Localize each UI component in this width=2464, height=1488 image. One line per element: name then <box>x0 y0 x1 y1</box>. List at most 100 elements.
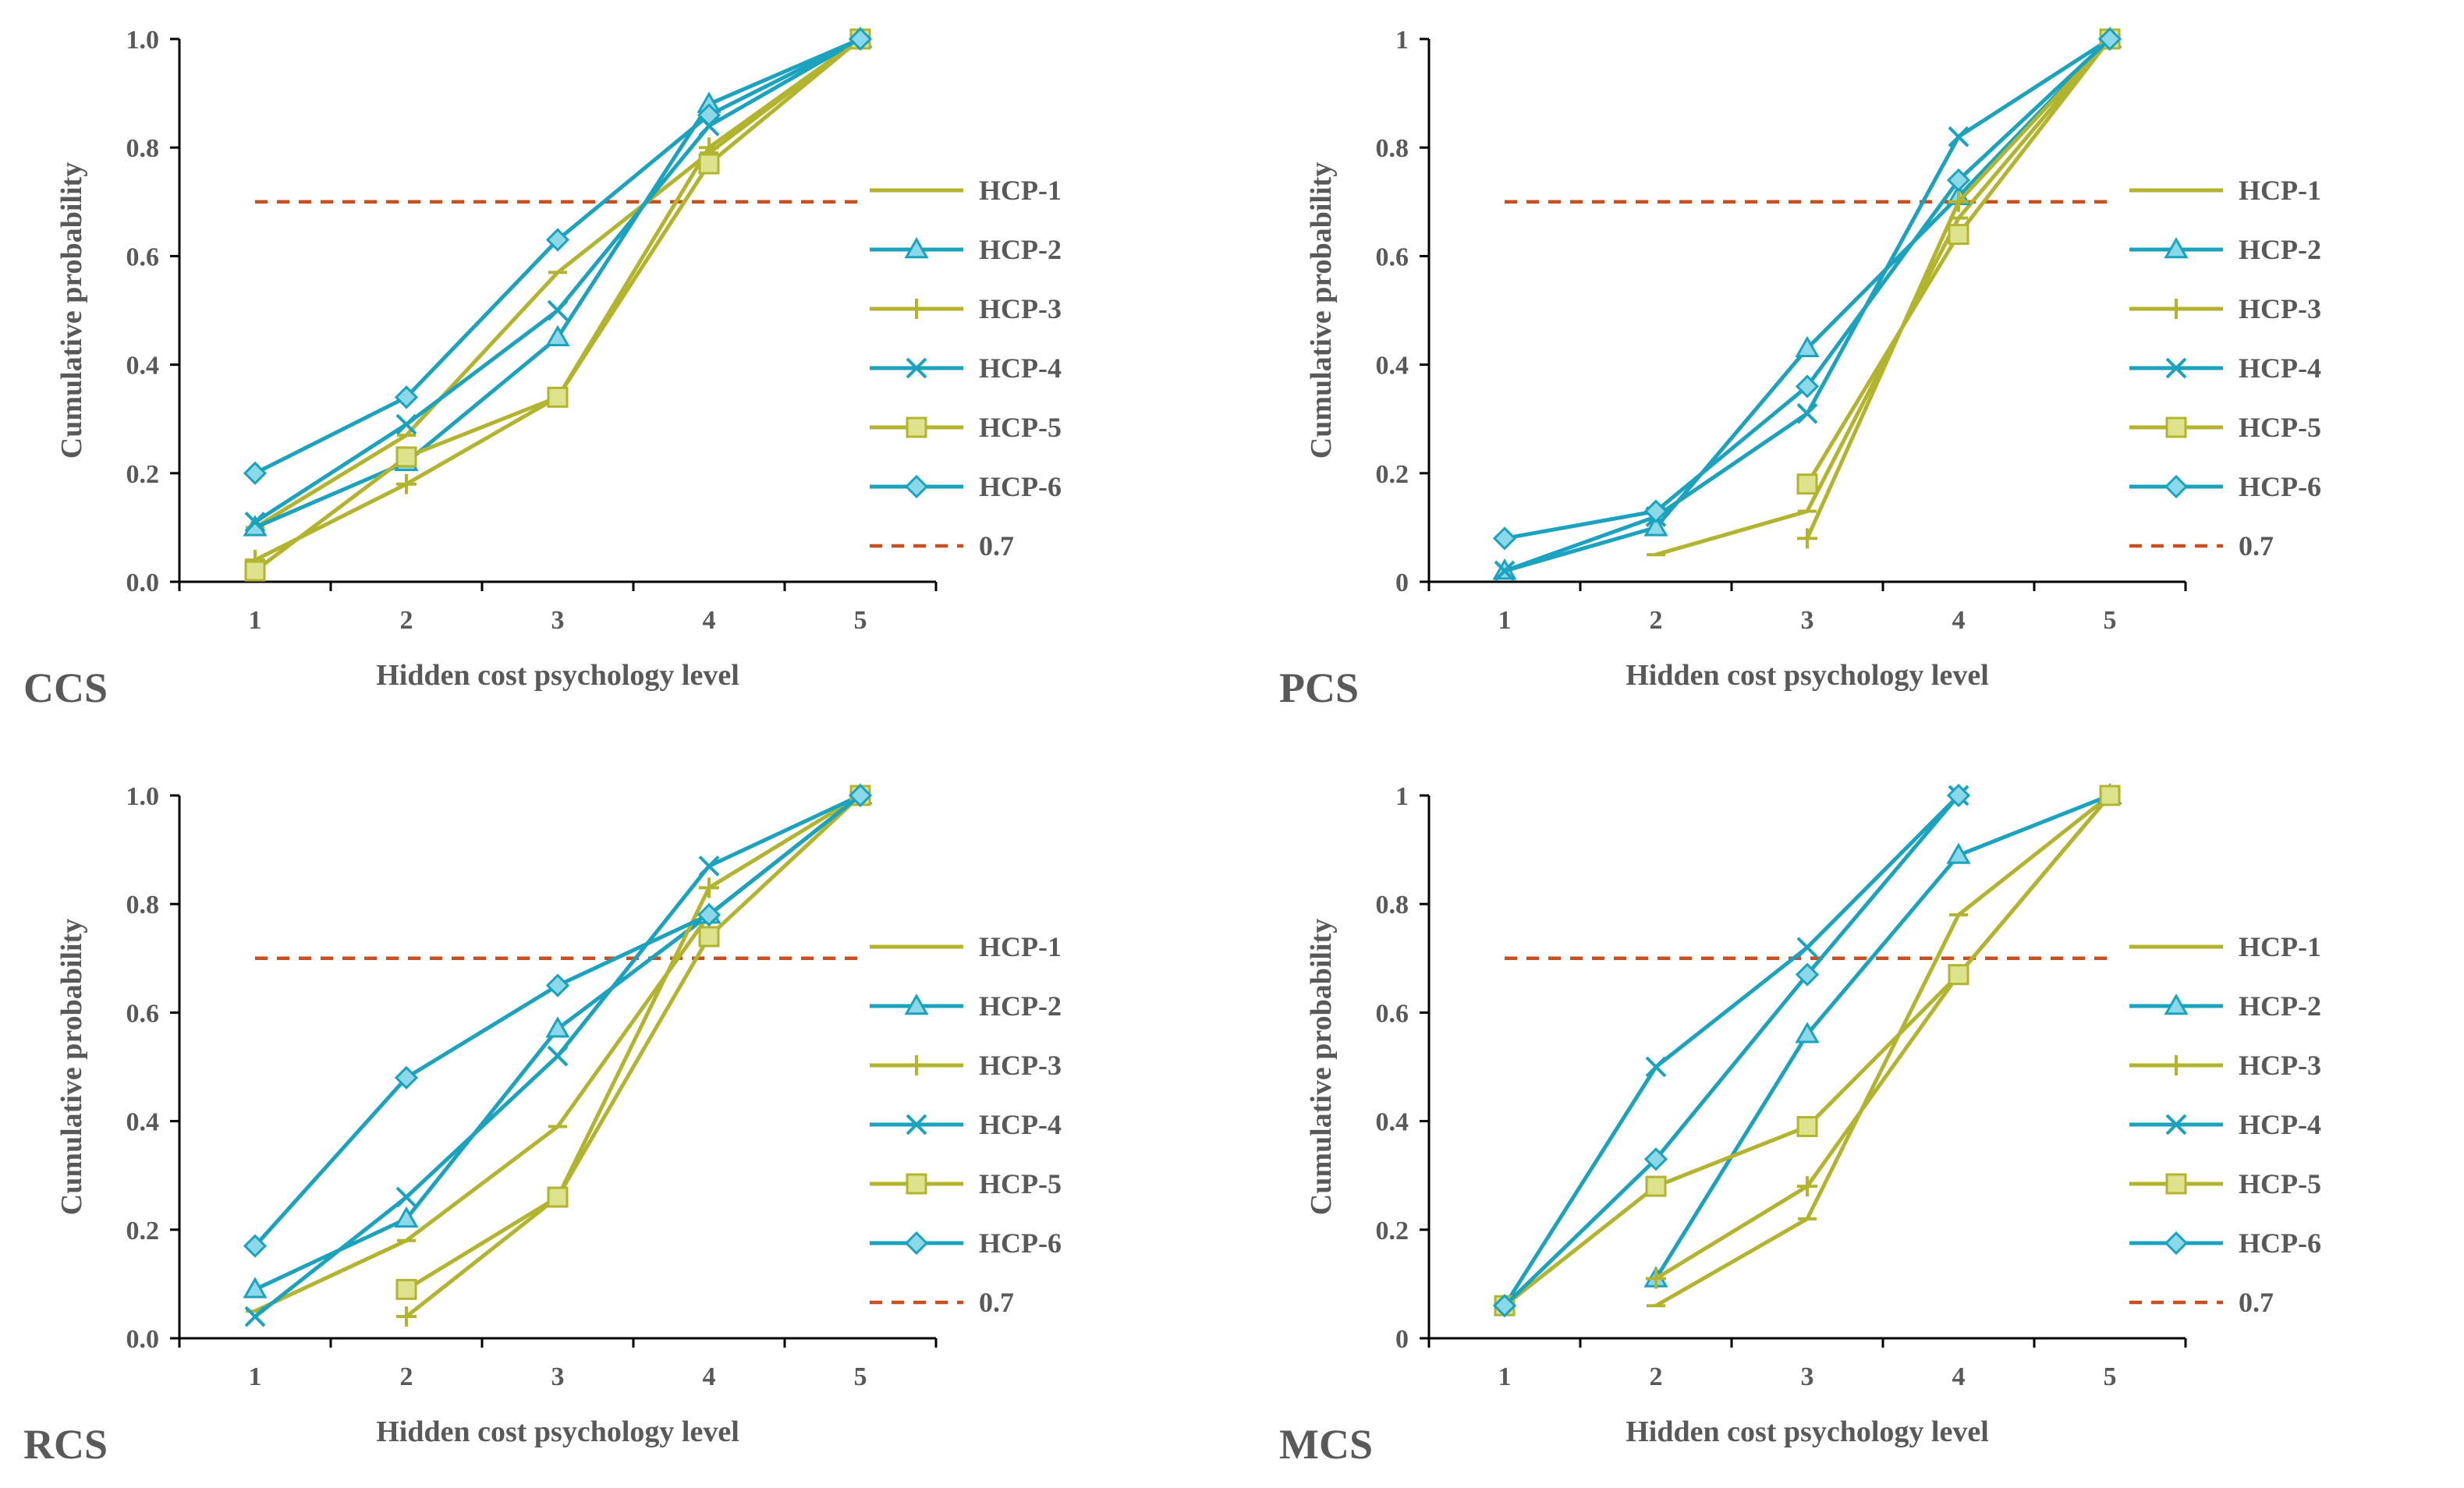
data-point <box>698 153 720 175</box>
chart-panel-rcs: 0.0 0.2 0.4 0.6 0.8 1.0 1 2 3 4 5 Hidden cost psych… <box>23 782 1062 1468</box>
data-point <box>545 228 570 252</box>
data-point <box>394 385 419 409</box>
data-point <box>698 856 720 877</box>
legend-item: HCP-4 <box>870 1109 1062 1140</box>
legend-item: HCP-3 <box>2129 1050 2321 1081</box>
data-point <box>547 1186 569 1208</box>
chart-panel-mcs: 0 0.2 0.4 0.6 0.8 1 1 2 3 4 5 Hidden cost psycholog… <box>1279 782 2321 1468</box>
data-point <box>1795 335 1820 357</box>
legend-label: HCP-3 <box>2239 1050 2321 1081</box>
y-tick-label: 0.8 <box>1376 891 1409 919</box>
legend-label: HCP-5 <box>2239 412 2321 443</box>
y-axis-title: Cumulative probability <box>1305 919 1338 1215</box>
data-point <box>1948 964 1969 986</box>
data-point <box>547 299 569 321</box>
data-point <box>1645 1175 1667 1197</box>
data-point <box>395 1186 417 1208</box>
series-line <box>405 794 862 1291</box>
legend-marker <box>906 416 927 438</box>
y-tick-label: 0.6 <box>1376 243 1409 271</box>
data-point <box>2097 27 2122 51</box>
legend-item: HCP-1 <box>2129 931 2321 962</box>
data-point <box>545 973 570 997</box>
y-tick-label: 0.4 <box>1376 352 1409 381</box>
legend-item: HCP-2 <box>2129 234 2321 265</box>
legend-item: 0.7 <box>2129 530 2274 562</box>
series-line <box>1655 37 2111 557</box>
legend-item: HCP-3 <box>2129 293 2321 324</box>
data-point <box>1795 374 1820 399</box>
data-point <box>1796 473 1818 495</box>
legend-label: HCP-4 <box>979 1109 1062 1140</box>
x-tick-label: 5 <box>854 606 867 635</box>
data-point <box>243 461 268 485</box>
data-point <box>1948 224 1969 246</box>
x-axis-title: Hidden cost psychology level <box>1626 1415 1989 1448</box>
data-point <box>1946 783 1971 808</box>
legend-label: HCP-4 <box>2239 353 2321 384</box>
data-point <box>395 1278 417 1300</box>
legend-marker <box>2164 1231 2189 1256</box>
legend-item: HCP-5 <box>2129 1168 2321 1199</box>
series-line <box>253 37 862 562</box>
legend-marker <box>906 357 927 379</box>
x-tick-label: 3 <box>1801 1362 1814 1391</box>
legend-marker <box>904 474 929 499</box>
legend-label: 0.7 <box>979 1287 1014 1318</box>
data-point <box>394 1065 419 1090</box>
series-line <box>405 793 862 1319</box>
series-hcp-1 <box>246 37 870 530</box>
data-point <box>1797 1176 1817 1197</box>
legend-label: HCP-4 <box>2239 1109 2321 1140</box>
series-hcp-6 <box>243 27 873 485</box>
y-tick-label: 0 <box>1395 1325 1409 1354</box>
data-point <box>1948 191 1969 212</box>
legend-item: HCP-2 <box>2129 990 2321 1022</box>
legend-marker <box>906 1055 927 1075</box>
legend-label: HCP-6 <box>2239 1228 2321 1259</box>
data-point <box>243 1234 268 1258</box>
panel-label: MCS <box>1279 1421 1373 1468</box>
legend-item: HCP-6 <box>870 1228 1062 1259</box>
data-point <box>396 1306 417 1327</box>
series-hcp-5 <box>1494 785 2121 1316</box>
legend-label: 0.7 <box>2239 530 2274 562</box>
x-tick-label: 1 <box>249 1362 262 1391</box>
data-point <box>394 1206 419 1228</box>
series-hcp-4 <box>244 28 871 533</box>
data-point <box>1948 126 1969 147</box>
data-point <box>1796 1116 1818 1138</box>
series-hcp-6 <box>1492 783 1971 1318</box>
panels: 0.0 0.2 0.4 0.6 0.8 1.0 1 2 3 4 5 Hidden cost psych… <box>23 26 2321 1468</box>
series-line <box>253 37 862 573</box>
legend-label: HCP-2 <box>2239 234 2321 265</box>
y-tick-label: 0.4 <box>1376 1108 1409 1137</box>
y-tick-label: 1.0 <box>126 782 160 811</box>
series-line <box>1654 793 2111 1280</box>
y-tick-label: 1 <box>1395 26 1409 55</box>
data-point <box>244 512 266 533</box>
data-point <box>848 783 873 808</box>
series-hcp-6 <box>243 783 873 1258</box>
legend-label: 0.7 <box>979 530 1014 562</box>
legend-label: HCP-1 <box>2239 175 2321 206</box>
legend-item: HCP-1 <box>2129 175 2321 206</box>
y-tick-label: 0.0 <box>126 569 160 597</box>
series-line <box>1654 794 2111 1281</box>
y-tick-label: 0.4 <box>126 1108 160 1137</box>
data-point <box>395 446 417 468</box>
data-point <box>697 103 721 127</box>
data-point <box>547 1045 569 1067</box>
data-point <box>1946 842 1971 864</box>
legend-label: HCP-5 <box>979 1168 1062 1199</box>
legend-marker <box>2165 1114 2187 1135</box>
legend-marker <box>904 1231 929 1256</box>
legend-item: HCP-6 <box>2129 1228 2321 1259</box>
panel-label: PCS <box>1279 664 1359 711</box>
data-point <box>699 877 719 898</box>
chart-panel-pcs: 0 0.2 0.4 0.6 0.8 1 1 2 3 4 5 Hidden cost psycholog… <box>1279 26 2321 711</box>
legend-item: 0.7 <box>870 1287 1014 1318</box>
data-point <box>395 413 417 435</box>
panel-label: CCS <box>23 664 108 711</box>
